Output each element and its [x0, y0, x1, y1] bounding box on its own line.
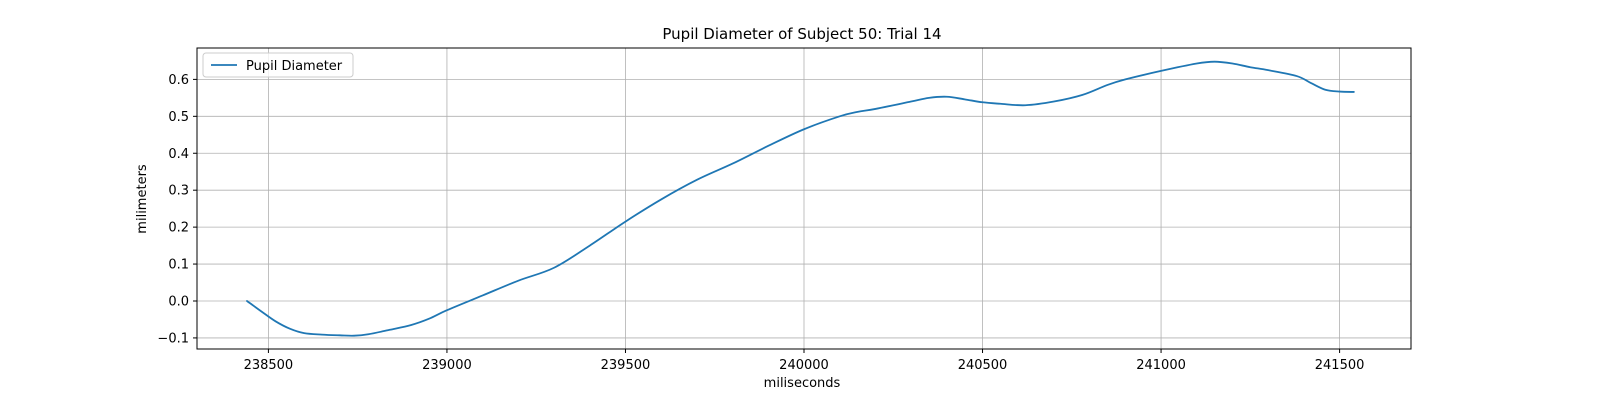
legend: Pupil Diameter	[202, 52, 354, 78]
x-tick-label: 240500	[958, 358, 1008, 373]
y-tick-label: 0.6	[168, 73, 189, 88]
legend-label-pupil-diameter: Pupil Diameter	[246, 59, 343, 74]
y-tick-label: 0.0	[168, 294, 189, 309]
y-axis-label: milimeters	[135, 164, 150, 234]
legend-box	[202, 52, 354, 78]
x-tick-label: 240000	[779, 358, 829, 373]
x-axis: 238500 239000 239500 240000 240500 241000 2415…	[244, 349, 1365, 373]
y-tick-label: 0.2	[168, 221, 189, 236]
grid	[197, 48, 1411, 349]
series-layer	[246, 60, 1355, 337]
y-tick-label: 0.4	[168, 147, 189, 162]
y-tick-label: 0.3	[168, 184, 189, 199]
x-tick-label: 239000	[422, 358, 472, 373]
chart-title: Pupil Diameter of Subject 50: Trial 14	[662, 25, 941, 43]
x-tick-label: 241000	[1136, 358, 1186, 373]
x-tick-label: 241500	[1315, 358, 1365, 373]
y-tick-label: 0.1	[168, 258, 189, 273]
x-tick-label: 238500	[244, 358, 294, 373]
y-tick-label: 0.5	[168, 110, 189, 125]
series-line-pupil-diameter	[246, 60, 1355, 337]
x-tick-label: 239500	[601, 358, 651, 373]
y-tick-label: −0.1	[157, 331, 189, 346]
x-axis-label: miliseconds	[764, 376, 841, 391]
y-axis: −0.1 0.0 0.1 0.2 0.3 0.4 0.5 0.6	[157, 73, 197, 346]
